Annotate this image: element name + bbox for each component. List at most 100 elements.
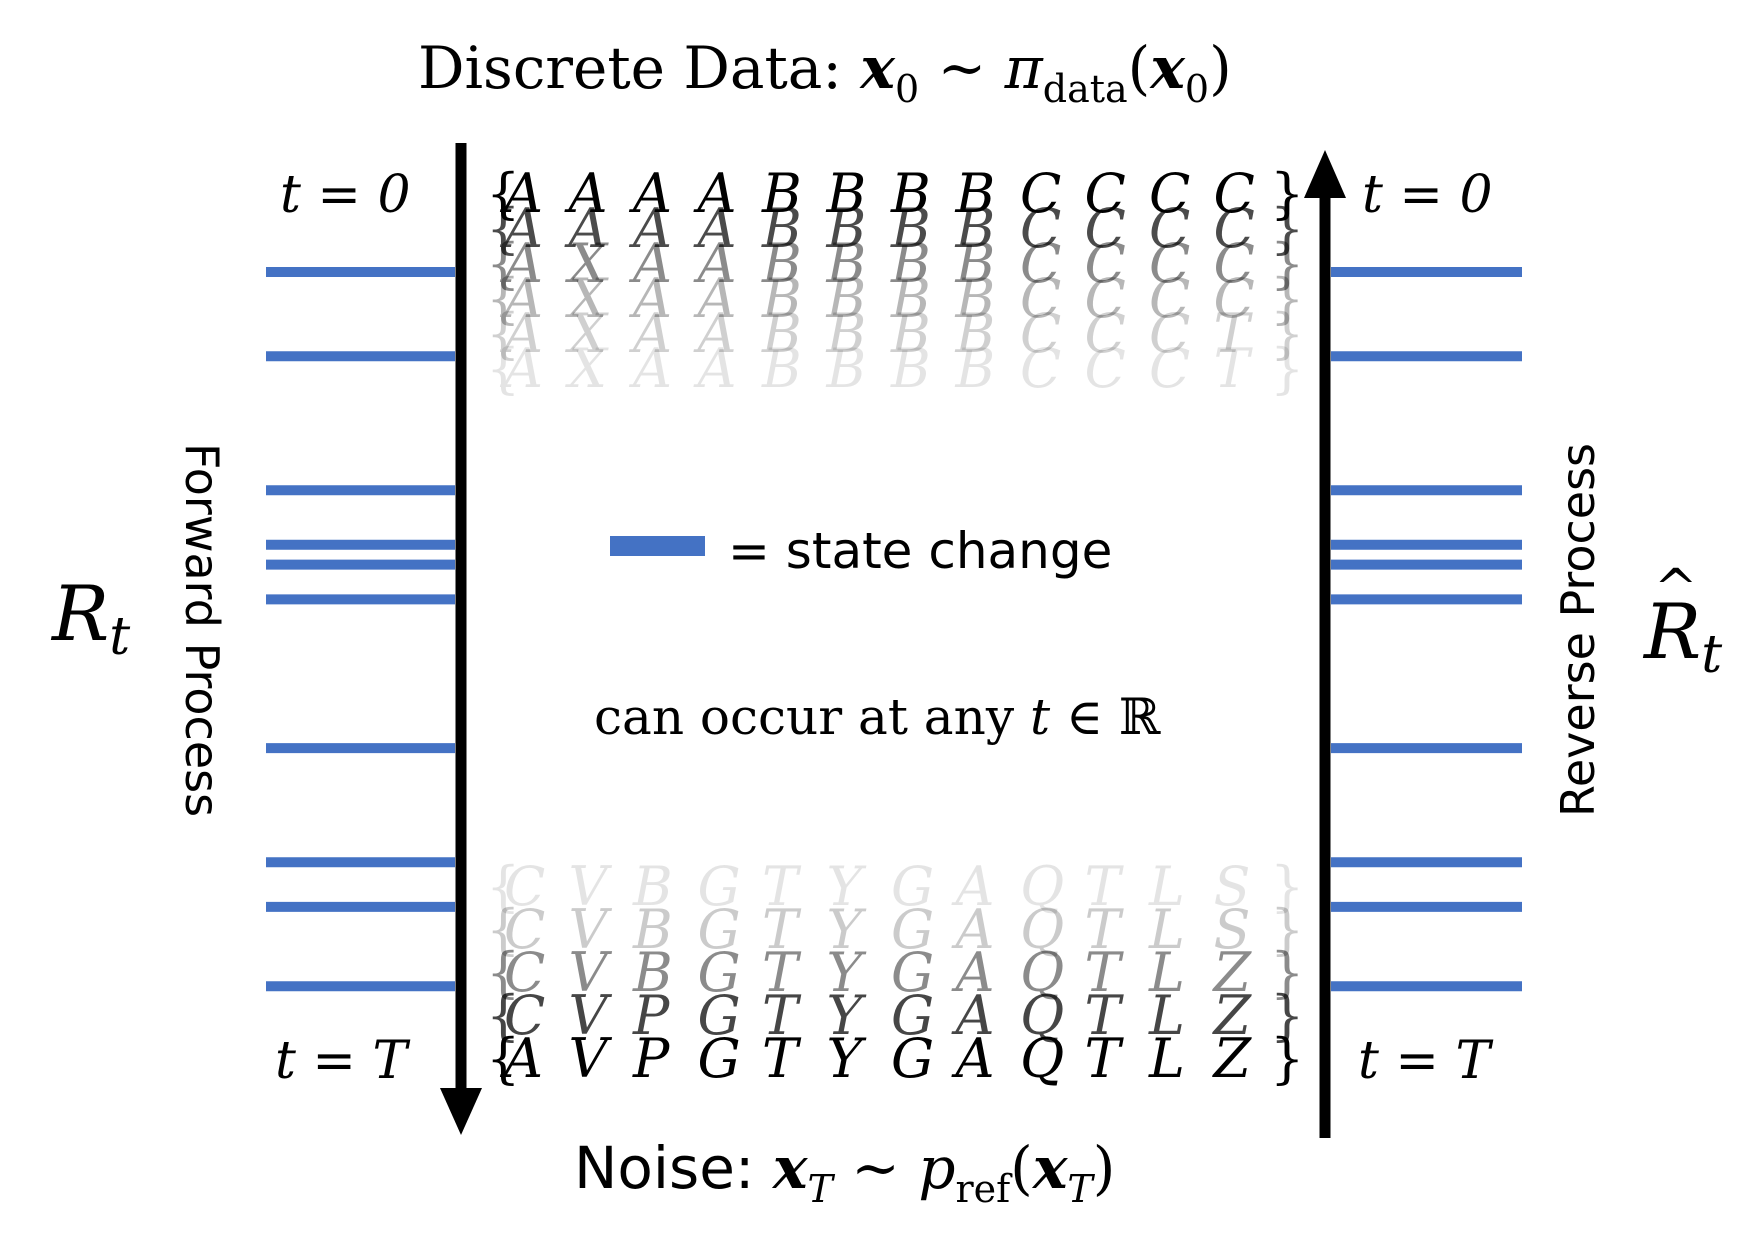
sequence-letter: G [698,898,741,961]
sequence-letter: A [499,267,543,330]
sequence-letter: T [1085,898,1125,961]
sequence-letter: Q [1020,1027,1064,1090]
sequence-letter: A [628,337,672,400]
close-brace: } [1270,232,1304,295]
bottom-sequence-row: {A V P G T Y G A Q T L Z} [486,1027,1304,1090]
bottom-sequence-row: {C V P G T Y G A Q T L Z} [486,984,1304,1047]
sequence-letter: C [1149,162,1190,225]
sequence-letter: A [951,941,995,1004]
close-brace: } [1270,302,1304,365]
sequence-letter: L [1148,941,1185,1004]
bottom-sequence-row: {C V B G T Y G A Q T L Z} [486,941,1304,1004]
top-sequence-row: {A X A A B B B B C C C C} [486,232,1304,295]
noise-label: Noise: xT ~ pref(xT) [574,1134,1115,1211]
sequence-letter: B [955,232,996,295]
sequence-letter: V [569,898,613,961]
open-brace: { [486,898,520,961]
sequence-letter: T [1214,302,1254,365]
sequence-letter: Y [827,898,867,961]
open-brace: { [486,162,520,225]
sequence-letter: A [951,1027,995,1090]
sequence-letter: B [890,197,931,260]
sequence-letter: B [955,162,996,225]
sequence-letter: A [499,302,543,365]
sequence-letter: B [955,302,996,365]
sequence-letter: B [761,267,802,330]
sequence-letter: G [891,941,934,1004]
sequence-letter: T [762,941,802,1004]
open-brace: { [486,855,520,918]
sequence-letter: T [1085,855,1125,918]
sequence-letter: A [693,267,737,330]
top-sequence-row: {A A A A B B B B C C C C} [486,162,1304,225]
sequence-letter: T [1085,984,1125,1047]
sequence-letter: T [1214,337,1254,400]
sequence-letter: Y [827,1027,867,1090]
sequence-letter: C [1020,232,1061,295]
sequence-letter: A [951,984,995,1047]
sequence-letter: C [1085,162,1126,225]
sequence-letter: T [762,855,802,918]
sequence-letter: C [1020,197,1061,260]
legend-swatch [610,536,705,556]
open-brace: { [486,984,520,1047]
sequence-letter: A [564,162,608,225]
sequence-letter: C [1085,232,1126,295]
sequence-letter: C [1149,267,1190,330]
top-sequence-row: {A X A A B B B B C C C C} [486,267,1304,330]
sequence-letter: B [890,162,931,225]
sequence-letter: B [761,162,802,225]
sequence-letter: B [632,898,673,961]
sequence-letter: B [890,302,931,365]
sequence-letter: X [565,267,610,330]
diagram-title: Discrete Data: x0 ~ πdata(x0) [418,34,1232,111]
sequence-letter: B [632,855,673,918]
reverse-process-label: Reverse Process [1551,443,1605,817]
top-sequence-row: {A X A A B B B B C C C T} [486,302,1304,365]
reverse-arrowhead [1304,150,1346,198]
sequence-letter: C [504,984,545,1047]
forward-rate-label: Rt [50,569,130,667]
sequence-letter: Q [1020,941,1064,1004]
sequence-letter: Y [827,984,867,1047]
bottom-sequence-row: {C V B G T Y G A Q T L S} [486,898,1304,961]
sequence-letter: B [955,197,996,260]
sequence-letter: B [761,232,802,295]
sequence-letter: B [761,337,802,400]
sequence-letter: P [632,1027,671,1090]
sequence-letter: B [890,267,931,330]
sequence-letter: B [761,197,802,260]
left-tT-label: t = T [275,1031,411,1091]
sequence-letter: Q [1020,984,1064,1047]
sequence-letter: G [891,855,934,918]
sequence-letter: A [693,302,737,365]
sequence-letter: V [569,1027,613,1090]
sequence-letter: C [504,855,545,918]
close-brace: } [1270,984,1304,1047]
sequence-letter: A [951,855,995,918]
close-brace: } [1270,337,1304,400]
top-sequences: {A A A A B B B B C C C C}{A A A A B B B B C C C C}{A X A A B B B B C C C… [486,162,1304,400]
sequence-letter: C [1020,337,1061,400]
sequence-letter: B [955,267,996,330]
sequence-letter: Q [1020,855,1064,918]
sequence-letter: V [569,984,613,1047]
open-brace: { [486,267,520,330]
sequence-letter: T [762,984,802,1047]
sequence-letter: B [826,162,867,225]
reverse-rate-label: Rt [1642,587,1722,685]
sequence-letter: A [628,162,672,225]
open-brace: { [486,941,520,1004]
sequence-letter: L [1148,984,1185,1047]
right-state-change-lines [1331,266,1522,992]
sequence-letter: G [698,941,741,1004]
sequence-letter: A [628,267,672,330]
sequence-letter: B [826,197,867,260]
sequence-letter: C [1020,267,1061,330]
sequence-letter: G [891,898,934,961]
sequence-letter: Z [1212,941,1253,1004]
close-brace: } [1270,197,1304,260]
sequence-letter: S [1214,898,1251,961]
close-brace: } [1270,898,1304,961]
